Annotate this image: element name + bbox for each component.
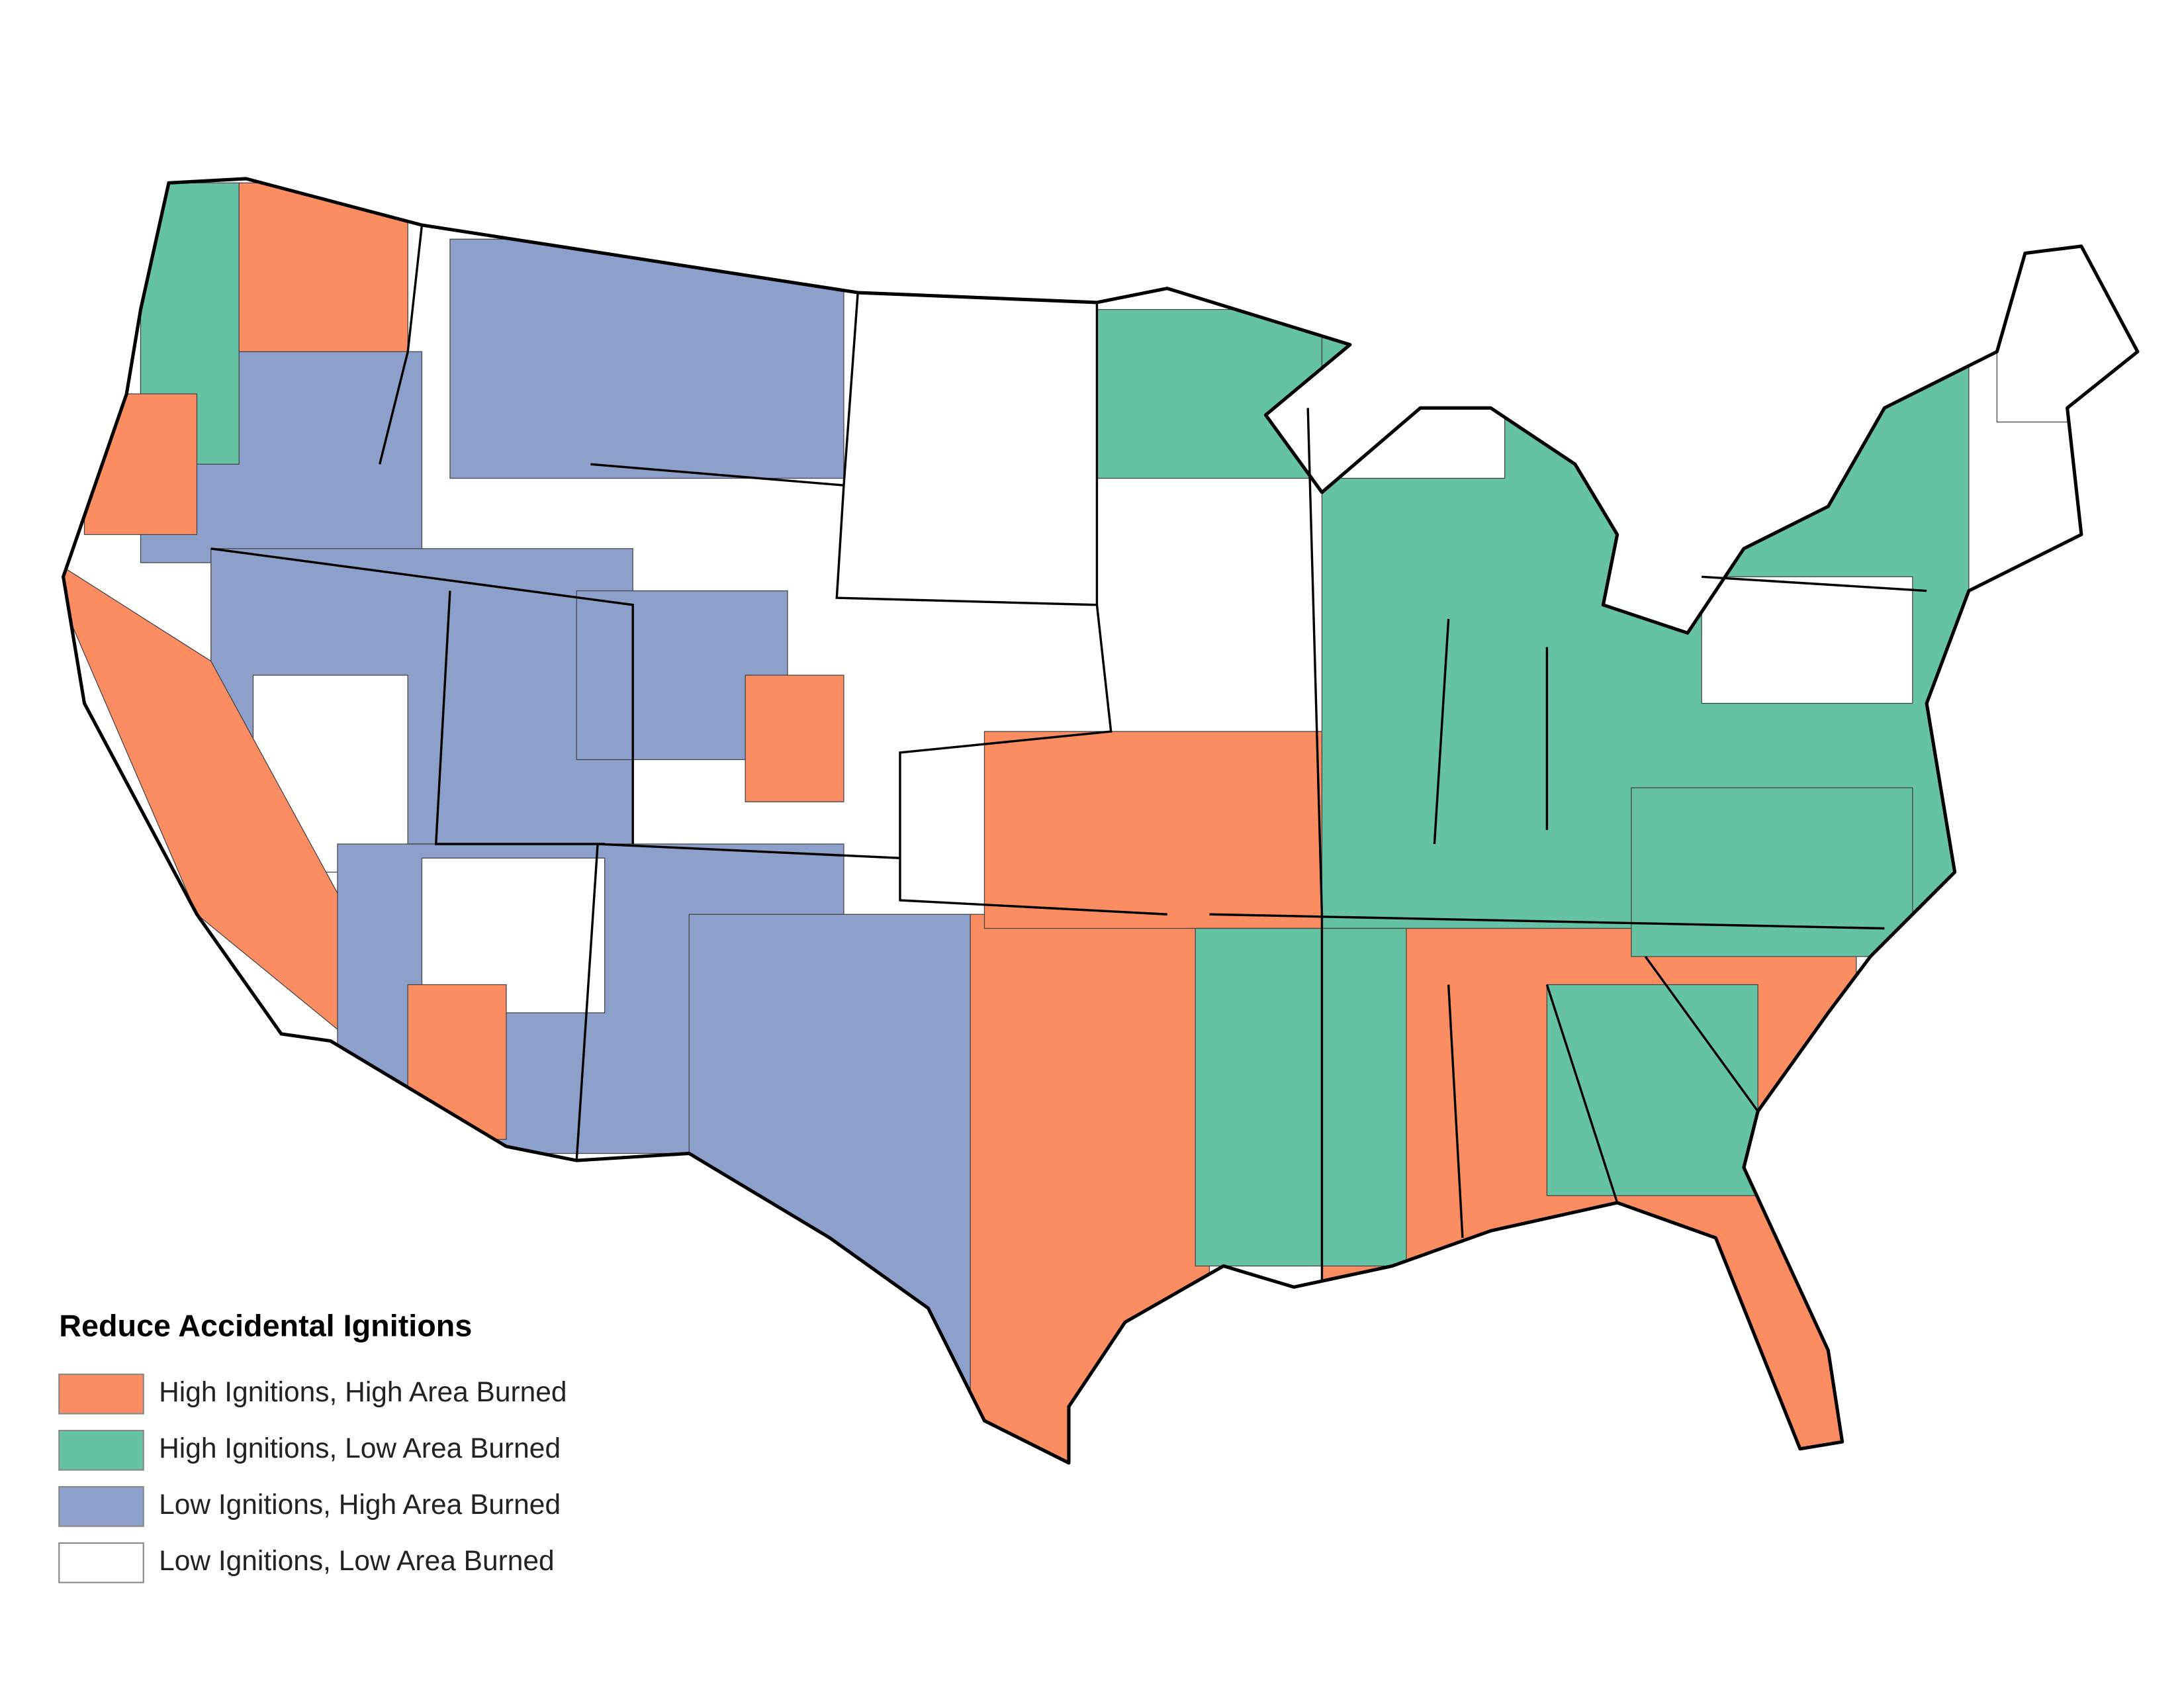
legend-label: High Ignitions, High Area Burned (159, 1377, 567, 1408)
legend-label: Low Ignitions, High Area Burned (159, 1489, 561, 1521)
legend-label: Low Ignitions, Low Area Burned (159, 1546, 555, 1577)
region (449, 238, 844, 479)
region (1195, 927, 1407, 1267)
legend-swatch (58, 1486, 144, 1527)
legend-swatch (58, 1542, 144, 1583)
legend-label: High Ignitions, Low Area Burned (159, 1433, 561, 1464)
legend-swatch (58, 1374, 144, 1415)
region (688, 914, 971, 1407)
region (1321, 365, 1506, 479)
border (210, 224, 1927, 1280)
legend-swatch (58, 1430, 144, 1471)
region (1096, 308, 1323, 479)
region (745, 675, 844, 802)
region (1631, 787, 1913, 957)
region (1546, 984, 1758, 1196)
region (1701, 576, 1913, 704)
legend-title: Reduce Accidental Ignitions (59, 1309, 472, 1343)
state-borders (210, 224, 1927, 1280)
region (238, 182, 408, 352)
legend: Reduce Accidental Ignitions High Ignitio… (58, 1309, 567, 1583)
region (970, 914, 1210, 1463)
